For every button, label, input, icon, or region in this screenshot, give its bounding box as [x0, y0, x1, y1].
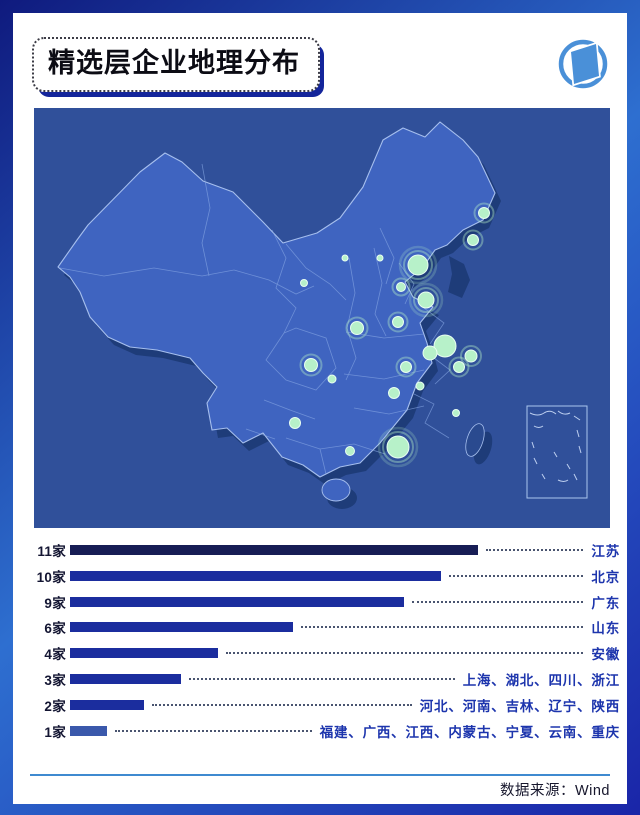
city-bubble	[289, 417, 301, 429]
bar-count-label: 4家	[44, 647, 66, 663]
bar-count-label: 10家	[36, 569, 66, 585]
south-china-sea-inset	[526, 405, 588, 499]
bar	[70, 648, 219, 659]
bar	[70, 596, 404, 607]
bar-row: 10家 北京	[24, 563, 620, 589]
city-bubble	[415, 381, 425, 391]
page-title: 精选层企业地理分布	[48, 48, 300, 79]
leader-dots	[226, 652, 584, 655]
city-bubble	[345, 446, 355, 456]
city-bubble	[388, 387, 400, 399]
leader-dots	[115, 729, 312, 732]
bar-region-label: 广东	[591, 595, 620, 611]
bar-count-label: 3家	[44, 673, 66, 689]
city-bubble	[396, 282, 406, 292]
bar-count-label: 1家	[44, 724, 66, 740]
city-bubble	[422, 345, 438, 361]
bar-row: 9家 广东	[24, 589, 620, 615]
city-bubble	[304, 358, 318, 372]
china-map	[57, 121, 588, 509]
bar-count-label: 9家	[44, 595, 66, 611]
bar	[70, 725, 108, 736]
bar-region-label: 山东	[591, 621, 620, 637]
card-background: 精选层企业地理分布	[13, 13, 627, 804]
city-bubble	[478, 207, 490, 219]
bar	[70, 699, 145, 710]
city-bubble	[386, 435, 410, 459]
city-bubble	[400, 361, 412, 373]
city-bubble	[392, 316, 404, 328]
bar-count-label: 2家	[44, 698, 66, 714]
bar-region-label: 江苏	[591, 543, 620, 559]
city-bubble	[452, 409, 460, 417]
bar	[70, 674, 182, 685]
bar	[70, 622, 293, 633]
bar-count-label: 6家	[44, 621, 66, 637]
bubble-markers	[289, 202, 495, 468]
city-bubble	[341, 254, 349, 262]
city-bubble	[453, 361, 465, 373]
bar-region-label: 福建、广西、江西、内蒙古、宁夏、云南、重庆	[319, 724, 620, 740]
bar	[70, 570, 441, 581]
city-bubble	[407, 254, 429, 276]
bar-row: 3家 上海、湖北、四川、浙江	[24, 666, 620, 692]
leader-dots	[300, 626, 584, 629]
bar-row: 11家 江苏	[24, 537, 620, 563]
city-bubble	[417, 291, 435, 309]
leader-dots	[411, 600, 584, 603]
bar-row: 2家 河北、河南、吉林、辽宁、陕西	[24, 692, 620, 718]
city-bubble	[327, 374, 337, 384]
city-bubble	[433, 334, 457, 358]
bar	[70, 544, 479, 555]
title-box: 精选层企业地理分布	[32, 37, 320, 92]
city-bubble	[464, 349, 478, 363]
bar-region-label: 河北、河南、吉林、辽宁、陕西	[419, 698, 620, 714]
leader-dots	[486, 548, 584, 551]
bar-region-label: 上海、湖北、四川、浙江	[462, 673, 620, 689]
city-bubble	[350, 321, 364, 335]
bar-row: 6家 山东	[24, 615, 620, 641]
bar-region-label: 安徽	[591, 647, 620, 663]
bar-row: 4家 安徽	[24, 640, 620, 666]
leader-dots	[152, 703, 412, 706]
compass-brand-logo-icon	[554, 33, 612, 91]
bar-row: 1家 福建、广西、江西、内蒙古、宁夏、云南、重庆	[24, 718, 620, 744]
data-source-label: 数据来源：Wind	[499, 783, 610, 799]
bar-count-label: 11家	[37, 543, 66, 559]
leader-dots	[189, 678, 455, 681]
china-map-panel	[34, 108, 610, 528]
city-bubble	[300, 279, 308, 287]
bar-chart: 11家 江苏 10家 北京 9家 广东 6家 山东 4家 安徽 3家 上海、湖北、四川、浙江 2家 河北、…	[24, 537, 620, 744]
city-bubble	[376, 254, 384, 262]
bar-region-label: 北京	[591, 569, 620, 585]
leader-dots	[449, 574, 584, 577]
footer-divider	[30, 774, 610, 776]
city-bubble	[467, 234, 479, 246]
